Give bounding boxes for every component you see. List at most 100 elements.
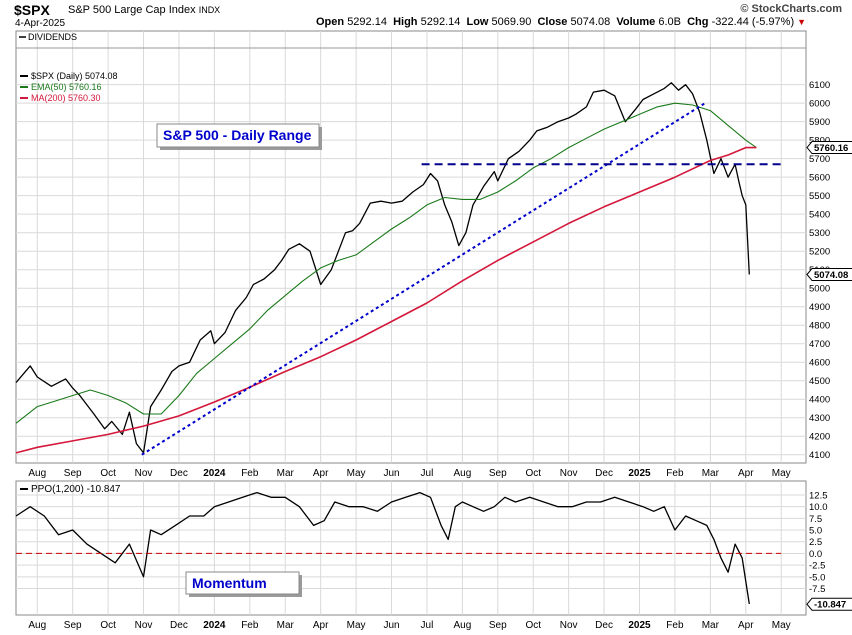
volume-label: Volume bbox=[616, 16, 656, 28]
ohlc-readout: Open 5292.14 High 5292.14 Low 5069.90 Cl… bbox=[316, 16, 806, 28]
y-tick-label: -7.5 bbox=[809, 584, 825, 595]
x-tick-label: Mar bbox=[702, 620, 720, 631]
x-tick-label: Apr bbox=[313, 620, 329, 631]
legend-entry: $SPX (Daily) 5074.08 bbox=[31, 71, 118, 81]
low-label: Low bbox=[466, 16, 489, 28]
y-tick-label: 5500 bbox=[809, 191, 830, 202]
annotation-box bbox=[185, 571, 300, 595]
series-ema50 bbox=[15, 102, 757, 424]
y-tick-label: 5.0 bbox=[809, 526, 822, 537]
series-ma200 bbox=[15, 146, 757, 454]
y-tick-label: 4900 bbox=[809, 302, 830, 313]
x-tick-label: Apr bbox=[738, 468, 754, 479]
x-tick-label: Nov bbox=[135, 620, 153, 631]
x-tick-label: Dec bbox=[595, 468, 613, 479]
y-tick-label: 5600 bbox=[809, 173, 830, 184]
y-tick-label: -5.0 bbox=[809, 572, 825, 583]
price-tag bbox=[806, 267, 852, 281]
x-tick-label: Oct bbox=[100, 468, 116, 479]
x-tick-label: Feb bbox=[666, 620, 684, 631]
x-tick-label: Jul bbox=[421, 468, 434, 479]
price-tag-label: 5074.08 bbox=[814, 270, 848, 281]
x-tick-label: 2024 bbox=[203, 468, 226, 479]
y-tick-label: 4300 bbox=[809, 413, 830, 424]
x-tick-label: Feb bbox=[666, 468, 684, 479]
chart-date: 4-Apr-2025 bbox=[15, 18, 66, 29]
open-value: 5292.14 bbox=[347, 16, 387, 28]
exchange-label: INDX bbox=[198, 5, 221, 15]
x-tick-label: Aug bbox=[453, 620, 471, 631]
x-tick-label: Aug bbox=[28, 468, 46, 479]
x-tick-label: Nov bbox=[560, 468, 578, 479]
y-tick-label: 7.5 bbox=[809, 514, 822, 525]
y-tick-label: 4700 bbox=[809, 339, 830, 350]
y-tick-label: 12.5 bbox=[809, 490, 828, 501]
legend-entry: MA(200) 5760.30 bbox=[31, 93, 101, 103]
y-tick-label: 6100 bbox=[809, 80, 830, 91]
x-tick-label: Jun bbox=[383, 468, 399, 479]
x-tick-label: Nov bbox=[560, 620, 578, 631]
x-tick-label: May bbox=[347, 468, 366, 479]
y-tick-label: 5900 bbox=[809, 117, 830, 128]
x-tick-label: Oct bbox=[525, 620, 541, 631]
volume-value: 6.0B bbox=[658, 16, 681, 28]
x-tick-label: 2025 bbox=[628, 620, 651, 631]
dividends-label: DIVIDENDS bbox=[28, 32, 77, 42]
y-tick-label: 5700 bbox=[809, 154, 830, 165]
close-value: 5074.08 bbox=[570, 16, 611, 28]
legend-entry: EMA(50) 5760.16 bbox=[31, 82, 102, 92]
stockcharts-logo: © StockCharts.com bbox=[740, 3, 842, 15]
x-tick-label: 2025 bbox=[628, 468, 651, 479]
x-tick-label: May bbox=[347, 620, 366, 631]
low-value: 5069.90 bbox=[491, 16, 532, 28]
y-tick-label: 2.5 bbox=[809, 537, 822, 548]
x-tick-label: Dec bbox=[595, 620, 613, 631]
y-tick-label: 0.0 bbox=[809, 549, 822, 560]
down-arrow-icon: ▼ bbox=[797, 17, 807, 27]
y-tick-label: 4800 bbox=[809, 321, 830, 332]
x-tick-label: Feb bbox=[241, 468, 259, 479]
price-panel-frame bbox=[15, 30, 807, 464]
x-tick-label: Mar bbox=[702, 468, 720, 479]
annotation-text: S&P 500 - Daily Range bbox=[163, 127, 312, 143]
y-tick-label: 5000 bbox=[809, 284, 830, 295]
x-tick-label: Apr bbox=[313, 468, 329, 479]
y-tick-label: 4100 bbox=[809, 450, 830, 461]
price-tag-label: -10.847 bbox=[814, 600, 846, 611]
x-tick-label: Apr bbox=[738, 620, 754, 631]
source-credit: © StockCharts.com bbox=[740, 3, 842, 15]
x-tick-label: Oct bbox=[525, 468, 541, 479]
x-tick-label: Sep bbox=[64, 468, 82, 479]
y-tick-label: 6000 bbox=[809, 99, 830, 110]
x-tick-label: Sep bbox=[489, 468, 507, 479]
x-tick-label: Mar bbox=[277, 620, 295, 631]
x-tick-label: Jun bbox=[383, 620, 399, 631]
y-tick-label: 5400 bbox=[809, 210, 830, 221]
symbol: $SPX bbox=[14, 2, 50, 18]
chg-value: -322.44 (-5.97%) bbox=[711, 16, 795, 28]
price-tag-label: 5760.16 bbox=[814, 143, 848, 154]
annotation-box bbox=[156, 123, 320, 148]
high-label: High bbox=[393, 16, 418, 28]
open-label: Open bbox=[316, 16, 345, 28]
y-tick-label: 4400 bbox=[809, 395, 830, 406]
x-tick-label: Oct bbox=[100, 620, 116, 631]
x-tick-label: Feb bbox=[241, 620, 259, 631]
x-tick-label: Aug bbox=[28, 620, 46, 631]
y-tick-label: 4500 bbox=[809, 376, 830, 387]
close-label: Close bbox=[537, 16, 568, 28]
y-tick-label: 4200 bbox=[809, 432, 830, 443]
annotation-text: Momentum bbox=[192, 575, 267, 591]
series-ppo bbox=[15, 491, 750, 605]
y-tick-label: 5200 bbox=[809, 247, 830, 258]
x-tick-label: Sep bbox=[489, 620, 507, 631]
chg-label: Chg bbox=[687, 16, 709, 28]
ppo-panel-frame bbox=[15, 480, 807, 616]
index-full-name: S&P 500 Large Cap Index bbox=[68, 4, 196, 16]
x-tick-label: Aug bbox=[453, 468, 471, 479]
index-name: S&P 500 Large Cap Index INDX bbox=[68, 4, 220, 16]
x-tick-label: Jul bbox=[421, 620, 434, 631]
y-tick-label: -2.5 bbox=[809, 561, 825, 572]
